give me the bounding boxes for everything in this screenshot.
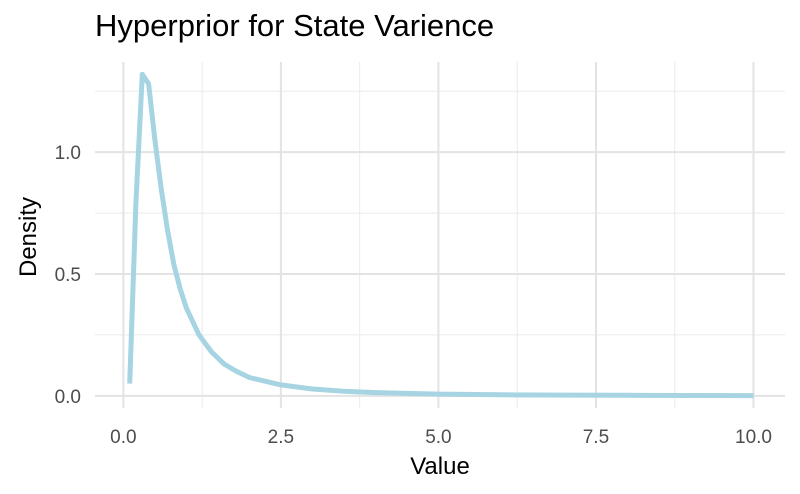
minor-gridlines <box>95 62 785 408</box>
y-tick-label: 1.0 <box>55 143 81 164</box>
major-gridlines <box>95 62 785 408</box>
x-tick-label: 2.5 <box>268 427 294 448</box>
chart-title: Hyperprior for State Varience <box>95 8 495 43</box>
y-axis-title: Density <box>15 197 42 277</box>
x-tick-label: 7.5 <box>583 427 609 448</box>
y-tick-labels: 0.0 0.5 1.0 <box>55 143 81 408</box>
x-tick-label: 0.0 <box>110 427 136 448</box>
x-axis-title: Value <box>410 453 470 480</box>
density-line <box>127 71 754 399</box>
y-tick-label: 0.0 <box>55 387 81 408</box>
y-tick-label: 0.5 <box>55 265 81 286</box>
x-tick-label: 5.0 <box>425 427 451 448</box>
x-tick-labels: 0.0 2.5 5.0 7.5 10.0 <box>110 427 772 448</box>
series-layer <box>127 71 754 399</box>
x-tick-label: 10.0 <box>735 427 772 448</box>
